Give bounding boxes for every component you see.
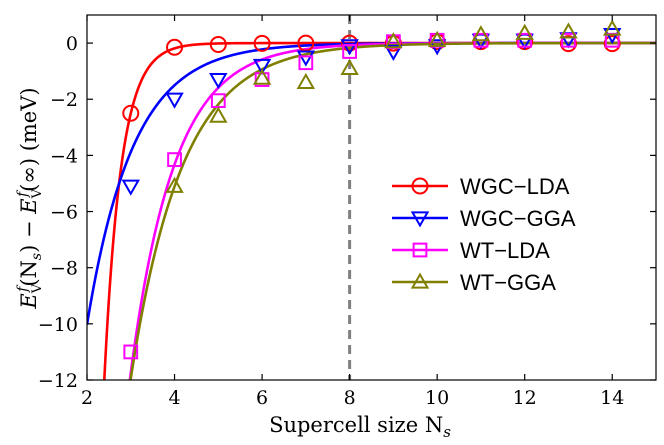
data-point-s2-4 [298,55,314,71]
legend-marker-0 [411,177,429,195]
data-point-s0-3 [253,34,271,52]
x-tick-label-4: 10 [425,387,449,409]
data-point-s0-0 [122,104,140,122]
y-axis-label-lead2: E [17,198,41,214]
legend-label-2: WT−LDA [460,238,550,263]
data-point-s3-1 [209,106,228,123]
data-point-s3-0 [165,176,184,193]
data-point-s2-1 [167,152,182,167]
data-point-s0-5 [341,34,359,52]
x-tick-label-3: 8 [344,387,356,409]
data-point-s2-9 [517,32,533,48]
data-point-s3-4 [340,58,359,75]
x-tick-label-5: 12 [513,387,537,409]
legend-marker-3 [410,272,430,289]
legend: WGC−LDA WGC−GGA WT−LDA WT−GGA [392,174,576,295]
data-point-s3-8 [515,23,534,40]
y-tick-label-6: −12 [38,370,78,392]
data-point-s0-11 [603,35,621,53]
data-point-s3-7 [471,25,491,42]
data-point-s2-3 [254,72,270,87]
y-axis-label-arg2: (∞) (meV) [17,87,41,191]
y-tick-label-5: −10 [38,314,78,336]
axis-ticks: 2 4 6 8 10 12 14 0 −2 −4 −6 −8 −10 −12 [38,15,656,409]
y-axis-label: EVf(Ns) − EVf(∞) (meV) [15,87,45,309]
data-point-s1-3 [252,58,272,76]
legend-label-3: WT−GGA [460,270,556,295]
y-tick-label-4: −8 [50,258,78,280]
legend-marker-2 [412,242,428,258]
data-point-s3-2 [252,68,272,85]
data-point-s1-4 [296,50,316,67]
y-axis-label-lead: E [17,293,41,309]
y-tick-label-1: −2 [50,89,78,111]
x-axis-label-sub: s [443,423,451,441]
y-axis-label-sup1: f [15,284,31,293]
data-point-s0-10 [559,35,577,53]
x-tick-label-2: 6 [256,387,268,409]
legend-marker-1 [410,211,430,228]
x-tick-label-6: 14 [600,387,624,409]
y-axis-label-arg1-sub: s [29,253,45,260]
y-tick-label-3: −6 [50,202,78,224]
legend-label-0: WGC−LDA [460,174,570,199]
y-tick-label-2: −4 [50,145,78,167]
data-point-s1-2 [209,72,228,90]
plot-area [87,15,656,380]
data-point-s1-5 [340,39,359,56]
y-axis-label-arg1: (N [17,260,41,287]
axes-frame [86,14,657,381]
data-point-s3-3 [296,72,316,90]
data-point-s0-1 [166,38,184,56]
data-point-s0-2 [209,35,227,53]
y-axis-label-arg1-close: ) − [17,214,41,253]
legend-label-1: WGC−GGA [460,206,576,231]
data-point-s1-1 [165,92,184,109]
data-point-s1-0 [121,179,140,196]
x-tick-label-1: 4 [168,387,180,409]
y-axis-label-sup2: f [15,189,31,198]
data-point-s3-6 [427,30,447,47]
data-points [121,19,622,360]
data-point-s2-5 [342,44,357,59]
data-point-s1-6 [384,44,403,62]
data-point-s3-9 [559,22,578,39]
data-point-s2-10 [561,32,576,48]
y-axis-label-sub1: V [30,283,45,294]
x-axis-label-text: Supercell size N [269,413,443,437]
data-point-s2-0 [123,344,139,360]
data-point-s3-5 [384,32,403,49]
y-tick-label-0: 0 [66,33,78,55]
x-tick-label-0: 2 [81,387,93,409]
data-point-s3-10 [603,19,622,36]
x-axis-label: Supercell size Ns [269,413,451,441]
y-axis-label-sub2: V [30,188,45,199]
